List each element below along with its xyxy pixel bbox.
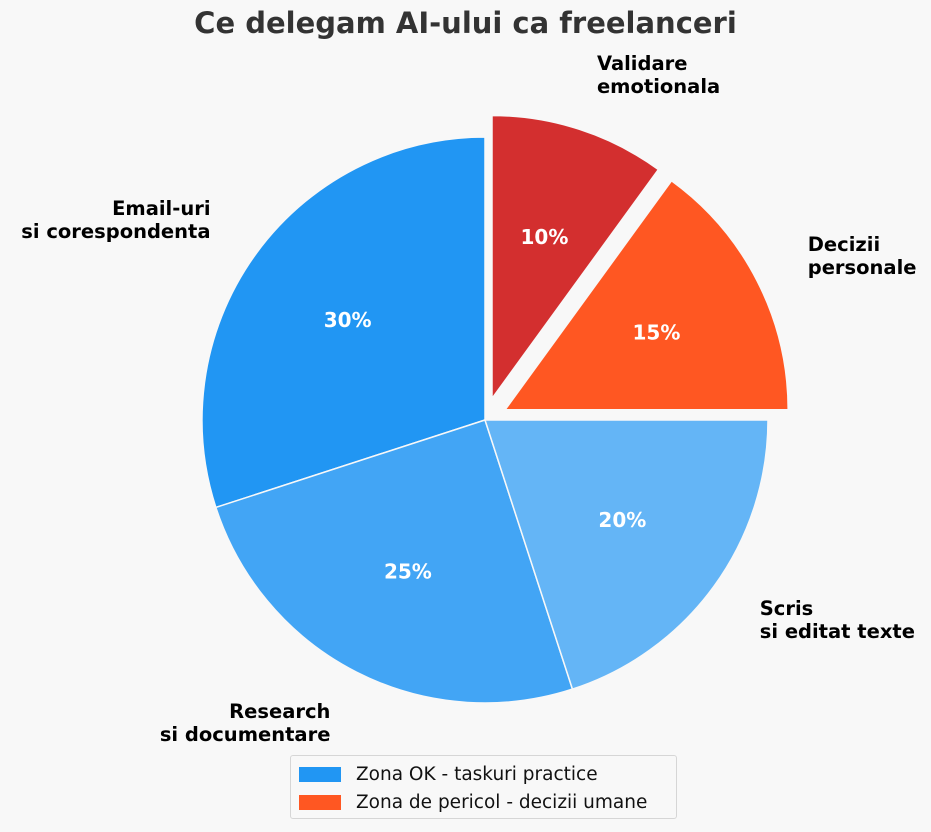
pie-pct-label-email-uri: 30% [324, 308, 372, 332]
legend: Zona OK - taskuri practice Zona de peric… [290, 755, 677, 819]
pie-pct-label-validare: 10% [521, 225, 569, 249]
pie-slice-scris [483, 419, 769, 691]
pie-category-label-research: Research si documentare [159, 699, 331, 746]
pie-category-label-decizii: Decizii personale [807, 232, 917, 279]
legend-label-danger: Zona de pericol - decizii umane [356, 791, 648, 813]
pie-slice-research [214, 419, 574, 704]
pie-slice-email-uri [201, 136, 486, 509]
legend-item-danger: Zona de pericol - decizii umane [299, 790, 647, 814]
chart-title: Ce delegam AI-ului ca freelanceri [194, 6, 737, 40]
pie-category-label-email-uri: Email-uri si corespondenta [21, 197, 211, 244]
legend-swatch-ok [299, 766, 341, 782]
pie-slice-decizii [503, 179, 789, 411]
legend-item-ok: Zona OK - taskuri practice [299, 762, 598, 786]
pie-slice-validare [491, 114, 660, 401]
legend-swatch-danger [299, 794, 341, 810]
pie-category-label-scris: Scris si editat texte [759, 596, 915, 643]
legend-label-ok: Zona OK - taskuri practice [356, 763, 598, 785]
pie-pct-label-decizii: 15% [633, 321, 681, 345]
pie-category-label-validare: Validare emotionala [596, 52, 721, 99]
pie-pct-label-scris: 20% [598, 508, 646, 532]
pie-pct-label-research: 25% [384, 559, 432, 583]
